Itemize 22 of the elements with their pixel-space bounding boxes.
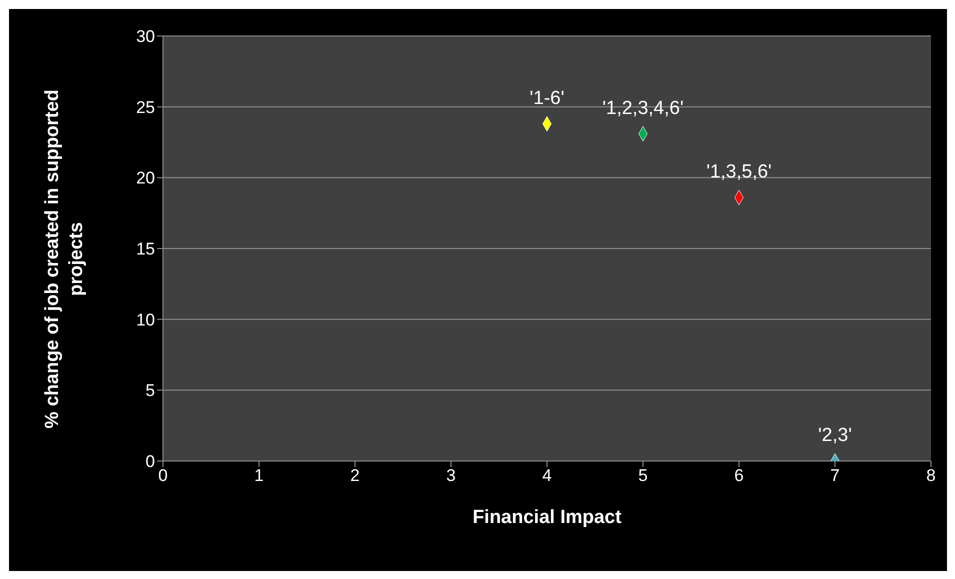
y-tick-label: 0 bbox=[146, 452, 155, 472]
annotation: '1,2,3,4,6' bbox=[602, 98, 684, 119]
x-tick-label: 5 bbox=[638, 466, 648, 486]
x-tick-label: 0 bbox=[158, 466, 168, 486]
x-tick-label: 6 bbox=[734, 466, 744, 486]
annotation: '2,3' bbox=[818, 425, 852, 446]
y-tick-label: 10 bbox=[136, 310, 155, 330]
y-tick-label: 25 bbox=[136, 98, 155, 117]
x-tick-label: 1 bbox=[254, 466, 264, 486]
x-tick-label: 2 bbox=[350, 466, 360, 486]
y-tick-label: 30 bbox=[136, 27, 155, 46]
y-tick-label: 15 bbox=[136, 240, 155, 259]
annotation: '1-6' bbox=[530, 88, 564, 109]
x-tick-label: 8 bbox=[926, 466, 936, 486]
x-tick-label: 4 bbox=[542, 466, 552, 486]
x-axis-title: Financial Impact bbox=[472, 507, 622, 528]
x-tick-label: 3 bbox=[446, 466, 456, 486]
x-tick-label: 7 bbox=[830, 466, 840, 486]
annotation: '1,3,5,6' bbox=[706, 162, 772, 182]
y-tick-label: 5 bbox=[146, 381, 155, 400]
y-tick-label: 20 bbox=[136, 168, 155, 188]
y-axis-title: % change of job created in supported projects bbox=[41, 88, 88, 430]
